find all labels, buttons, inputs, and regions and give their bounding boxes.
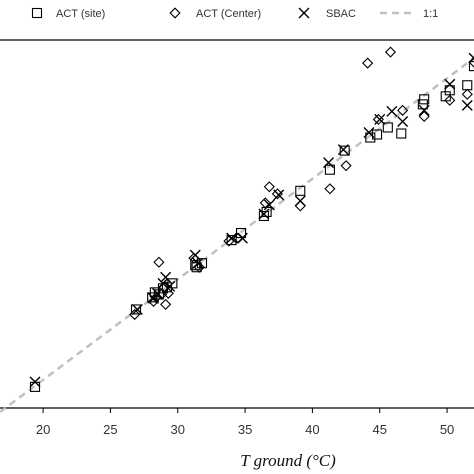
data-point-diamond xyxy=(362,57,374,69)
data-points xyxy=(29,46,474,392)
data-point-x xyxy=(131,303,143,315)
data-point-x xyxy=(468,52,474,64)
data-point-diamond xyxy=(418,110,430,122)
data-point-square xyxy=(462,80,473,91)
legend-item: SBAC xyxy=(298,7,356,20)
data-point-square xyxy=(339,145,350,156)
data-point-x xyxy=(418,104,430,116)
data-point-x xyxy=(236,232,248,244)
data-point-square xyxy=(468,61,474,72)
data-point-square xyxy=(295,185,306,196)
data-point-x xyxy=(337,144,349,156)
legend: ACT (site) ACT (Center) SBAC 1:1 xyxy=(31,7,438,20)
data-point-x xyxy=(263,199,275,211)
legend-label: ACT (site) xyxy=(56,8,105,20)
legend-swatch-square xyxy=(31,7,43,19)
data-point-x xyxy=(294,195,306,207)
data-point-diamond xyxy=(372,113,384,126)
data-point-x xyxy=(323,157,335,169)
plot-area xyxy=(0,39,474,409)
data-point-x xyxy=(226,232,238,244)
data-point-x xyxy=(461,99,473,111)
data-point-square xyxy=(130,304,142,315)
x-tick-label: 30 xyxy=(171,422,185,437)
data-point-diamond xyxy=(397,104,409,116)
data-point-diamond xyxy=(147,295,160,307)
data-point-diamond xyxy=(444,94,456,106)
legend-item: 1:1 xyxy=(380,8,438,20)
data-point-x xyxy=(160,271,172,283)
legend-label: SBAC xyxy=(326,8,356,20)
data-point-x xyxy=(164,280,176,292)
data-point-square xyxy=(371,129,383,140)
data-point-square xyxy=(419,94,430,105)
x-tick-label: 20 xyxy=(36,422,50,437)
data-point-diamond xyxy=(259,197,271,209)
data-point-diamond xyxy=(153,256,165,268)
data-point-x xyxy=(444,78,456,90)
legend-item: ACT (site) xyxy=(31,7,105,20)
data-point-diamond xyxy=(129,308,141,321)
x-tick-label: 50 xyxy=(440,422,454,437)
reference-line-group xyxy=(0,57,474,414)
legend-item: ACT (Center) xyxy=(169,7,261,20)
data-point-diamond xyxy=(340,160,352,172)
data-point-diamond xyxy=(384,46,397,58)
data-point-diamond xyxy=(461,88,473,100)
legend-label: ACT (Center) xyxy=(196,8,261,20)
data-point-x xyxy=(386,105,398,117)
legend-swatch-diamond xyxy=(169,7,181,19)
data-point-x xyxy=(374,113,386,125)
data-point-x xyxy=(157,277,169,289)
data-point-diamond xyxy=(263,181,275,193)
x-tick-label: 40 xyxy=(305,422,319,437)
x-tick-label: 25 xyxy=(103,422,117,437)
data-point-square xyxy=(167,278,178,289)
data-point-x xyxy=(258,208,270,220)
data-point-x xyxy=(397,115,409,127)
series-diamond xyxy=(129,46,474,321)
legend-swatch-x xyxy=(298,7,310,19)
legend-label: 1:1 xyxy=(423,8,438,20)
data-point-x xyxy=(273,189,285,201)
data-point-x xyxy=(29,376,41,388)
series-x xyxy=(29,52,474,388)
data-point-x xyxy=(189,249,201,261)
x-tick-label: 45 xyxy=(373,422,387,437)
data-point-diamond xyxy=(324,183,336,195)
data-point-x xyxy=(192,257,204,269)
data-point-diamond xyxy=(294,200,306,212)
data-point-square xyxy=(396,128,407,139)
data-point-square xyxy=(382,122,393,133)
x-axis-title: T ground (°C) xyxy=(240,451,336,470)
data-point-x xyxy=(363,127,375,138)
data-point-square xyxy=(324,164,335,175)
data-point-diamond xyxy=(160,298,172,311)
reference-line-1to1 xyxy=(0,57,474,414)
x-tick-label: 35 xyxy=(238,422,252,437)
data-point-x xyxy=(152,287,164,299)
x-axis: 20 25 30 35 40 45 50 xyxy=(36,408,454,437)
